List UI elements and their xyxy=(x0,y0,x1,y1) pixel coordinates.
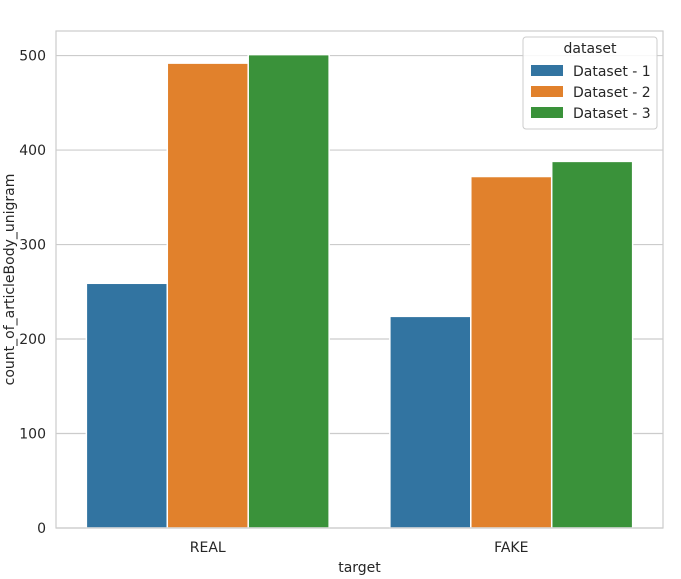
plot-frame xyxy=(55,30,664,529)
bar-real-3 xyxy=(247,53,330,529)
x-tick-label: REAL xyxy=(190,540,226,556)
y-tick-label: 500 xyxy=(19,49,46,65)
bars xyxy=(85,53,634,529)
bar-real-2 xyxy=(166,62,249,529)
legend-swatch xyxy=(531,65,563,76)
legend: dataset Dataset - 1 Dataset - 2 Dataset - … xyxy=(522,36,658,130)
legend-title: dataset xyxy=(564,41,617,57)
bar-fake-2 xyxy=(470,175,553,529)
bar-real-1 xyxy=(85,282,169,529)
y-tick-labels: 0 100 200 300 400 500 xyxy=(19,49,46,537)
legend-swatch xyxy=(531,107,563,118)
y-tick-label: 0 xyxy=(37,521,46,537)
y-axis-label: count_of_articleBody_unigram xyxy=(2,174,18,386)
bar-fake-3 xyxy=(550,160,634,529)
x-axis-label: target xyxy=(338,560,381,576)
y-tick-label: 100 xyxy=(19,427,46,443)
bar-fake-1 xyxy=(389,315,472,529)
y-tick-label: 400 xyxy=(19,143,46,159)
y-tick-label: 200 xyxy=(19,332,46,348)
legend-swatch xyxy=(531,86,563,97)
legend-box xyxy=(522,36,658,130)
legend-entry: Dataset - 2 xyxy=(573,85,651,101)
legend-entry: Dataset - 3 xyxy=(573,106,651,122)
y-tick-label: 300 xyxy=(19,238,46,254)
x-tick-label: FAKE xyxy=(494,540,528,556)
legend-entry: Dataset - 1 xyxy=(573,64,651,80)
x-tick-labels: REAL FAKE xyxy=(190,540,529,556)
